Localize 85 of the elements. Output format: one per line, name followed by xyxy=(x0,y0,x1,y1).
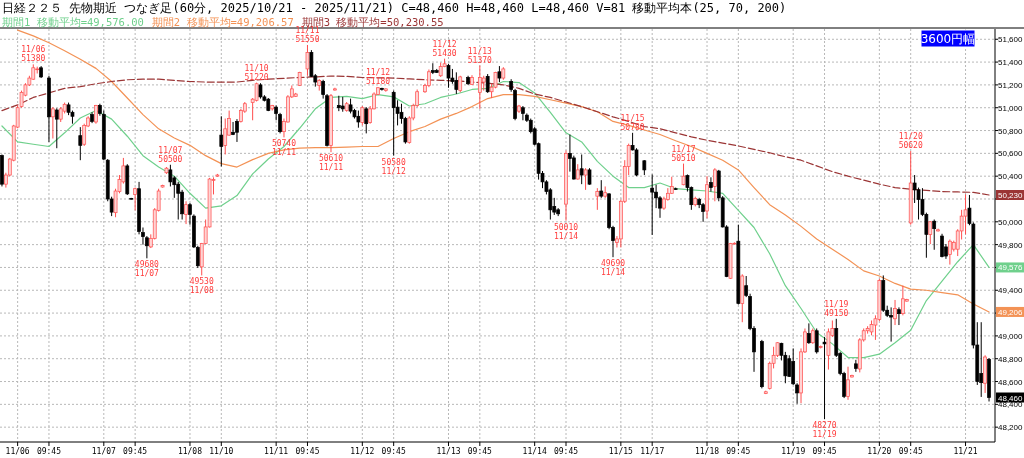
candlestick xyxy=(948,238,952,266)
annotation: 50580 11/12 xyxy=(381,157,406,176)
annotation: 49680 11/07 xyxy=(134,260,160,279)
candlestick xyxy=(963,193,968,235)
annotation: 11/10 51220 xyxy=(244,63,269,82)
x-tick-label: 09:45 xyxy=(553,447,579,456)
y-tick-label: 48,800 xyxy=(998,354,1024,364)
annotation: 11/07 50500 xyxy=(158,145,183,164)
candlestick xyxy=(901,285,905,316)
y-tick-label: 48,600 xyxy=(998,377,1024,387)
x-tick-label: 11/12 xyxy=(350,447,375,456)
candlestick xyxy=(360,105,365,126)
x-tick-label: 11/08 xyxy=(177,447,203,456)
x-tick-label: 11/06 xyxy=(5,447,30,456)
x-tick-label: 11/14 xyxy=(522,447,547,456)
candlestick xyxy=(219,115,224,167)
candlestick xyxy=(51,106,55,140)
x-tick-label: 11/17 xyxy=(640,447,665,456)
y-tick-label: 51,200 xyxy=(998,80,1024,90)
text: 48,460 xyxy=(998,393,1024,403)
y-tick-label: 49,800 xyxy=(998,240,1024,250)
candlestick xyxy=(54,107,59,149)
annotation: 50010 11/14 xyxy=(553,222,579,241)
y-tick-label: 50,600 xyxy=(998,149,1024,159)
candlestick xyxy=(854,359,858,373)
x-tick-label: 11/18 xyxy=(694,447,720,456)
y-tick-label: 51,400 xyxy=(998,58,1024,68)
annotation: 49530 11/08 xyxy=(189,277,214,296)
candlestick xyxy=(223,118,228,155)
annotation: 11/20 50620 xyxy=(898,132,923,151)
candlestick xyxy=(893,299,897,326)
candlestick xyxy=(391,90,396,157)
candlestick xyxy=(701,202,705,223)
candlestick xyxy=(889,306,893,343)
x-tick-label: 11/10 xyxy=(209,447,234,456)
candlestick xyxy=(521,105,525,121)
x-tick-label: 11/20 xyxy=(867,447,892,456)
annotation: 11/12 51430 xyxy=(432,39,457,58)
annotation: 11/17 50510 xyxy=(671,144,696,163)
y-tick-label: 49,400 xyxy=(998,286,1024,296)
x-tick-label: 11/19 xyxy=(781,447,806,456)
candlestick xyxy=(477,65,482,110)
candlestick xyxy=(713,167,717,202)
text: 49,576 xyxy=(998,263,1024,273)
x-tick-label: 09:45 xyxy=(898,447,923,456)
annotation: 49690 11/14 xyxy=(600,259,626,278)
y-tick-label: 50,400 xyxy=(998,172,1024,182)
x-tick-label: 11/07 xyxy=(91,447,117,456)
annotation: 48270 11/19 xyxy=(812,421,837,440)
x-tick-label: 09:45 xyxy=(36,447,62,456)
candlestick xyxy=(709,176,713,193)
candlestick xyxy=(184,200,188,225)
x-tick-label: 09:45 xyxy=(812,447,837,456)
y-tick-label: 50,000 xyxy=(998,217,1024,227)
y-tick-label: 51,000 xyxy=(998,103,1024,113)
annotation: 3600円幅 xyxy=(920,32,976,46)
annotation: 11/06 51380 xyxy=(21,45,46,64)
x-tick-label: 09:45 xyxy=(726,447,751,456)
x-tick-label: 11/11 xyxy=(264,447,289,456)
x-tick-label: 11/13 xyxy=(436,447,461,456)
candlestick xyxy=(595,187,600,211)
candlestick xyxy=(305,44,310,77)
text: 49,206 xyxy=(998,307,1024,317)
annotation: 11/13 51370 xyxy=(467,46,493,65)
candlestick xyxy=(650,173,655,236)
candlestick xyxy=(807,322,811,345)
annotation: 11/12 51180 xyxy=(365,68,391,87)
y-tick-label: 50,800 xyxy=(998,126,1024,136)
text: 50,230 xyxy=(998,191,1024,200)
x-tick-label: 09:45 xyxy=(467,447,493,456)
candlestick xyxy=(846,366,850,401)
annotation: 50610 11/11 xyxy=(318,154,344,173)
x-tick-label: 09:45 xyxy=(381,447,406,456)
candlestick xyxy=(78,126,83,161)
annotation: 11/19 49150 xyxy=(824,299,849,318)
candlestick xyxy=(897,306,901,326)
y-tick-label: 48,200 xyxy=(998,423,1024,433)
x-tick-label: 09:45 xyxy=(123,447,148,456)
x-tick-label: 11/21 xyxy=(953,447,978,456)
candlestick xyxy=(235,118,239,143)
x-tick-label: 11/15 xyxy=(608,447,634,456)
y-tick-label: 49,000 xyxy=(998,331,1024,341)
y-tick-label: 51,600 xyxy=(998,35,1024,45)
x-tick-label: 09:45 xyxy=(295,447,320,456)
candlestick xyxy=(928,220,933,245)
